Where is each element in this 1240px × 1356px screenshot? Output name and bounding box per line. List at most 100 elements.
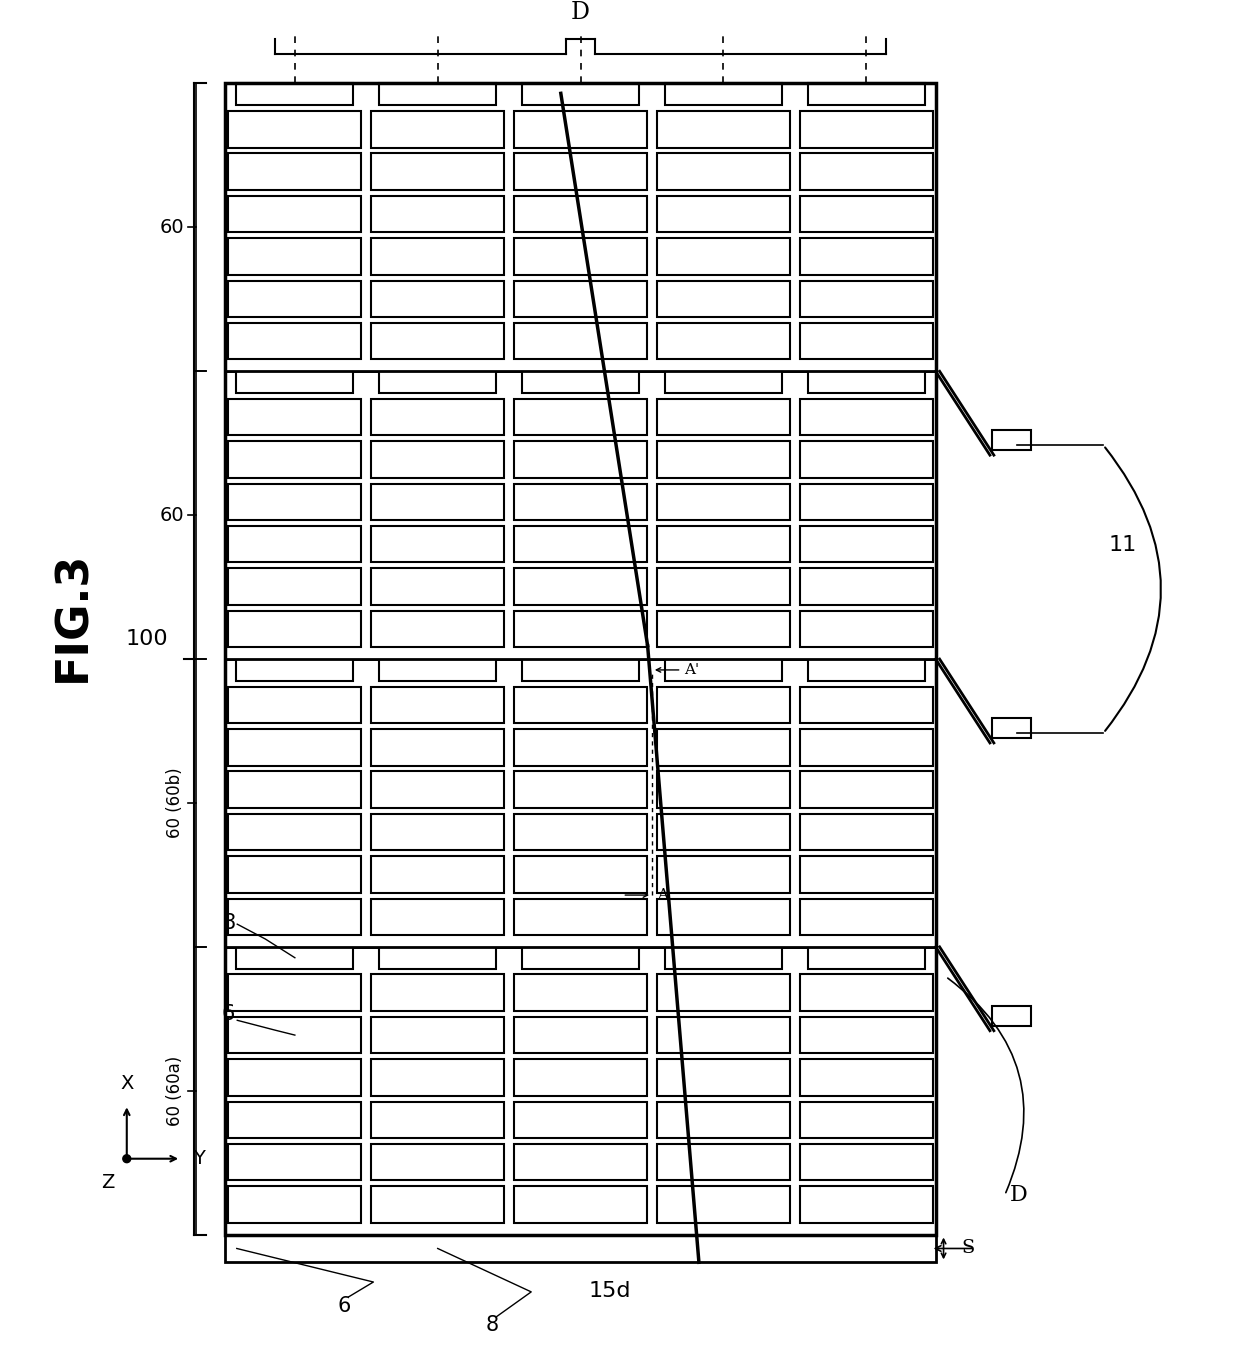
- Bar: [515, 899, 647, 936]
- Bar: [800, 441, 932, 477]
- Bar: [515, 1059, 647, 1096]
- Bar: [800, 975, 932, 1012]
- Text: 60: 60: [160, 506, 184, 525]
- Bar: [226, 372, 936, 659]
- Bar: [522, 372, 639, 393]
- Text: Y: Y: [193, 1150, 205, 1169]
- Bar: [228, 399, 361, 435]
- Bar: [371, 856, 505, 892]
- Bar: [228, 899, 361, 936]
- Bar: [807, 946, 925, 968]
- Text: 6: 6: [337, 1295, 351, 1315]
- Bar: [228, 153, 361, 190]
- Bar: [800, 899, 932, 936]
- Bar: [371, 1059, 505, 1096]
- Text: 8: 8: [485, 1315, 498, 1336]
- Bar: [515, 239, 647, 275]
- Text: 11: 11: [1109, 534, 1137, 555]
- Text: A: A: [657, 888, 668, 902]
- Bar: [800, 1017, 932, 1054]
- Bar: [800, 814, 932, 850]
- Bar: [371, 399, 505, 435]
- Bar: [228, 1059, 361, 1096]
- Bar: [800, 1101, 932, 1138]
- Bar: [371, 1017, 505, 1054]
- Bar: [228, 686, 361, 723]
- Bar: [657, 730, 790, 766]
- Bar: [515, 730, 647, 766]
- Bar: [515, 568, 647, 605]
- Bar: [807, 372, 925, 393]
- Text: 6: 6: [222, 1005, 236, 1024]
- Bar: [379, 946, 496, 968]
- Bar: [379, 372, 496, 393]
- Bar: [657, 610, 790, 647]
- Bar: [226, 1235, 936, 1262]
- Bar: [371, 975, 505, 1012]
- Bar: [515, 281, 647, 317]
- Bar: [371, 526, 505, 563]
- Bar: [226, 84, 936, 372]
- Bar: [371, 568, 505, 605]
- Bar: [522, 946, 639, 968]
- Bar: [228, 856, 361, 892]
- Bar: [657, 441, 790, 477]
- Text: Z: Z: [102, 1173, 115, 1192]
- Bar: [800, 1186, 932, 1223]
- Bar: [228, 484, 361, 521]
- Bar: [515, 686, 647, 723]
- Bar: [371, 153, 505, 190]
- Bar: [515, 484, 647, 521]
- Bar: [657, 111, 790, 148]
- Bar: [800, 772, 932, 808]
- Bar: [515, 610, 647, 647]
- Bar: [228, 1144, 361, 1181]
- Bar: [807, 84, 925, 106]
- Bar: [657, 239, 790, 275]
- Bar: [992, 719, 1032, 738]
- Bar: [515, 111, 647, 148]
- Bar: [515, 1101, 647, 1138]
- Bar: [657, 772, 790, 808]
- Bar: [226, 84, 936, 1235]
- Bar: [228, 281, 361, 317]
- Bar: [515, 153, 647, 190]
- Bar: [657, 1017, 790, 1054]
- Bar: [228, 441, 361, 477]
- Bar: [522, 84, 639, 106]
- Text: 15d: 15d: [589, 1281, 631, 1300]
- Bar: [371, 1186, 505, 1223]
- Bar: [379, 84, 496, 106]
- Bar: [228, 526, 361, 563]
- Bar: [657, 814, 790, 850]
- Bar: [228, 975, 361, 1012]
- Bar: [371, 730, 505, 766]
- Bar: [371, 610, 505, 647]
- Bar: [800, 610, 932, 647]
- Bar: [657, 1059, 790, 1096]
- Text: A': A': [684, 663, 699, 677]
- Text: D: D: [572, 1, 590, 24]
- Bar: [515, 772, 647, 808]
- Bar: [665, 946, 782, 968]
- Bar: [371, 323, 505, 359]
- Bar: [800, 195, 932, 232]
- Bar: [800, 526, 932, 563]
- Bar: [371, 814, 505, 850]
- Text: S: S: [961, 1239, 975, 1257]
- Bar: [657, 568, 790, 605]
- Bar: [237, 84, 353, 106]
- Bar: [371, 686, 505, 723]
- Bar: [228, 239, 361, 275]
- Bar: [228, 323, 361, 359]
- Bar: [800, 568, 932, 605]
- Bar: [800, 399, 932, 435]
- Bar: [515, 856, 647, 892]
- Bar: [237, 372, 353, 393]
- Bar: [800, 1144, 932, 1181]
- Bar: [800, 111, 932, 148]
- Bar: [515, 1017, 647, 1054]
- Bar: [228, 111, 361, 148]
- Bar: [657, 281, 790, 317]
- Bar: [237, 946, 353, 968]
